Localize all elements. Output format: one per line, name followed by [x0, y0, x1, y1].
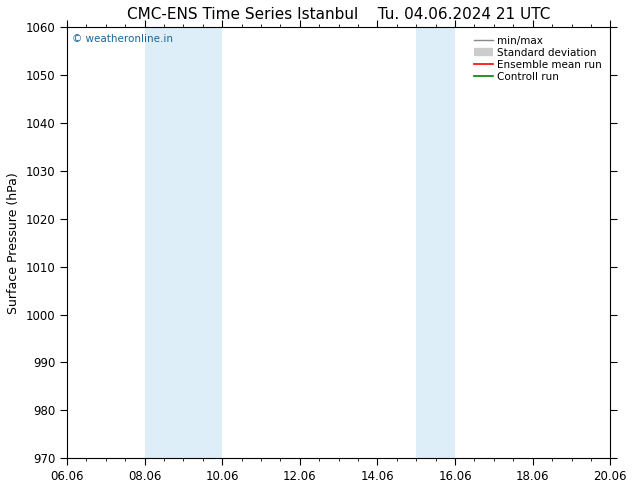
Text: © weatheronline.in: © weatheronline.in — [72, 34, 174, 44]
Bar — [145, 27, 223, 458]
Y-axis label: Surface Pressure (hPa): Surface Pressure (hPa) — [7, 172, 20, 314]
Legend: min/max, Standard deviation, Ensemble mean run, Controll run: min/max, Standard deviation, Ensemble me… — [471, 32, 605, 85]
Bar — [417, 27, 455, 458]
Title: CMC-ENS Time Series Istanbul    Tu. 04.06.2024 21 UTC: CMC-ENS Time Series Istanbul Tu. 04.06.2… — [127, 7, 550, 22]
